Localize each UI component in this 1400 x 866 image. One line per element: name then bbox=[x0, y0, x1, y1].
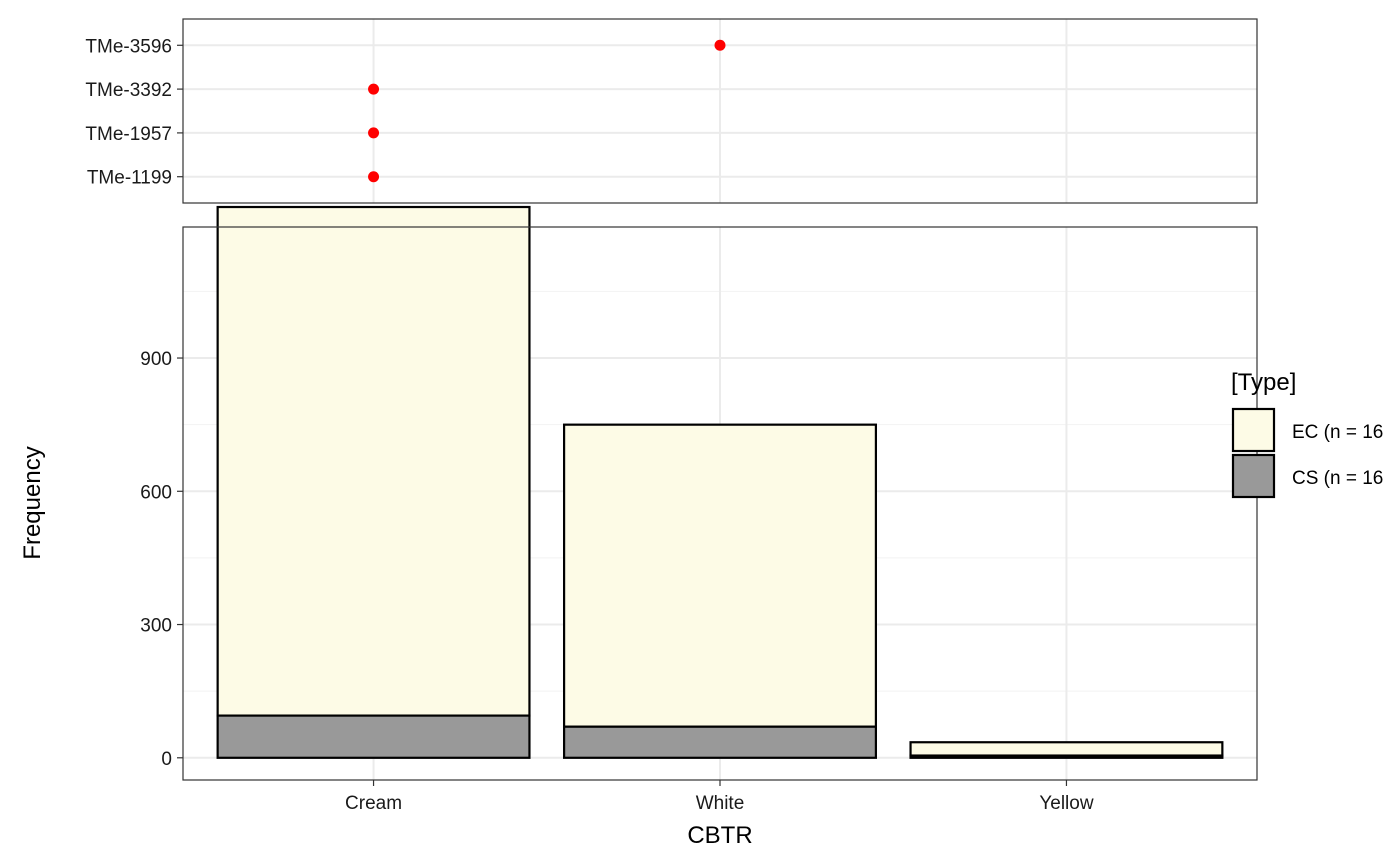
dot-point-TMe-3392 bbox=[368, 83, 380, 95]
dot-panel-border bbox=[182, 18, 1258, 204]
x-tick-label-white: White bbox=[696, 793, 745, 814]
legend: [Type] EC (n = 16 CS (n = 16 bbox=[1231, 369, 1383, 499]
legend-key-cs bbox=[1231, 453, 1276, 499]
bar-panel: 0 300 600 900 Cream White Yellow bbox=[140, 205, 1258, 814]
bar-cs-white bbox=[562, 725, 878, 759]
dot-point-TMe-1957 bbox=[368, 127, 380, 139]
dot-panel-y-axis: TMe-1199 TMe-1957 TMe-3392 TMe-3596 bbox=[85, 36, 183, 189]
dot-point-TMe-1199 bbox=[368, 171, 380, 183]
bar-panel-bars bbox=[216, 205, 1224, 759]
x-axis-title: CBTR bbox=[687, 822, 752, 849]
bar-panel-y-axis: 0 300 600 900 bbox=[140, 349, 183, 770]
bar-cs-yellow bbox=[909, 754, 1224, 759]
legend-items: EC (n = 16 CS (n = 16 bbox=[1231, 407, 1383, 499]
y-tick-label-600: 600 bbox=[140, 482, 172, 503]
y-axis-title: Frequency bbox=[19, 446, 46, 559]
y-tick-label-900: 900 bbox=[140, 349, 172, 370]
dot-y-tick-label-TMe-1199: TMe-1199 bbox=[87, 168, 172, 189]
y-tick-label-0: 0 bbox=[161, 749, 172, 770]
legend-label-cs: CS (n = 16 bbox=[1292, 468, 1383, 489]
bar-ec-white bbox=[562, 423, 878, 728]
dot-point-TMe-3596 bbox=[714, 39, 726, 51]
bar-ec-yellow bbox=[909, 741, 1224, 757]
dot-y-tick-label-TMe-3392: TMe-3392 bbox=[85, 80, 172, 101]
x-tick-label-yellow: Yellow bbox=[1039, 793, 1094, 814]
y-tick-label-300: 300 bbox=[140, 616, 172, 637]
bar-cs-cream bbox=[216, 714, 531, 759]
dot-y-tick-label-TMe-1957: TMe-1957 bbox=[85, 124, 172, 145]
dot-panel-points bbox=[368, 39, 726, 183]
bar-ec-cream bbox=[216, 205, 531, 717]
dot-panel: TMe-1199 TMe-1957 TMe-3392 TMe-3596 bbox=[85, 18, 1258, 204]
legend-key-ec bbox=[1231, 407, 1276, 453]
bar-panel-x-axis: Cream White Yellow bbox=[345, 780, 1094, 814]
legend-label-ec: EC (n = 16 bbox=[1292, 422, 1383, 443]
dot-y-tick-label-TMe-3596: TMe-3596 bbox=[85, 36, 172, 57]
x-tick-label-cream: Cream bbox=[345, 793, 402, 814]
legend-title: [Type] bbox=[1231, 369, 1296, 396]
